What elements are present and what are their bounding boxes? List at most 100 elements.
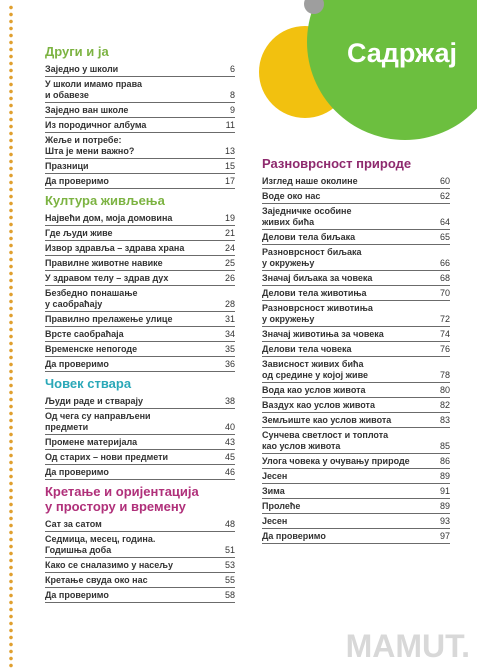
section-title-line: у простору и времену — [45, 499, 186, 514]
entry-text: Највећи дом, моја домовина — [45, 213, 172, 224]
toc-entry: Жеље и потребе: Шта је мени важно? 13 — [45, 133, 235, 159]
section-title: Кретање и оријентација у простору и време… — [45, 484, 235, 514]
section: Разноврсност природе Изглед наше околине 6… — [262, 156, 450, 544]
entry-text: Земљиште као услов живота — [262, 415, 391, 426]
watermark: MAMUT. — [346, 628, 470, 664]
entry-line: Изглед наше околине — [262, 176, 358, 186]
section: Човек ствара Људи раде и стварају 38 Од чег… — [45, 376, 235, 480]
page-number: 19 — [224, 213, 235, 223]
toc-entry: У здравом телу – здрав дух 26 — [45, 271, 235, 286]
page-number: 82 — [439, 400, 450, 410]
entry-line: живих бића — [262, 217, 315, 227]
page-number: 28 — [224, 299, 235, 309]
entry-line: У здравом телу – здрав дух — [45, 273, 169, 283]
entry-text: Ваздух као услов живота — [262, 400, 375, 411]
section: Кретање и оријентација у простору и време… — [45, 484, 235, 603]
entry-text: Правилне животне навике — [45, 258, 163, 269]
entry-line: Значај биљака за човека — [262, 273, 373, 283]
page-number: 31 — [224, 314, 235, 324]
entry-line: Правилно прелажење улице — [45, 314, 173, 324]
entry-line: Заједно у школи — [45, 64, 119, 74]
entry-text: Разноврсност биљака у окружењу — [262, 247, 362, 269]
entry-line: Разноврсност животиња — [262, 303, 373, 313]
entry-line: Пролеће — [262, 501, 301, 511]
entry-line: Разноврсност биљака — [262, 247, 362, 257]
entry-text: Улога човека у очувању природе — [262, 456, 410, 467]
page-number: 11 — [225, 120, 235, 130]
entry-line: Заједно ван школе — [45, 105, 129, 115]
entry-text: Промене материјала — [45, 437, 137, 448]
toc-entry: Из породичног албума 11 — [45, 118, 235, 133]
page-number: 46 — [224, 467, 235, 477]
entry-text: Делови тела човека — [262, 344, 351, 355]
entry-text: Зима — [262, 486, 285, 497]
toc-entry: Како се сналазимо у насељу 53 — [45, 558, 235, 573]
toc-entry: Зима 91 — [262, 484, 450, 499]
entry-line: у окружењу — [262, 314, 315, 324]
entry-text: Празници — [45, 161, 89, 172]
entry-text: Да проверимо — [45, 359, 109, 370]
entry-line: од средине у којој живе — [262, 370, 369, 380]
page-number: 80 — [439, 385, 450, 395]
entry-line: као услов живота — [262, 441, 341, 451]
entry-text: Да проверимо — [45, 590, 109, 601]
page-number: 68 — [439, 273, 450, 283]
toc-entry: Разноврсност биљака у окружењу 66 — [262, 245, 450, 271]
toc-entry: Ваздух као услов живота 82 — [262, 398, 450, 413]
entry-line: Сат за сатом — [45, 519, 102, 529]
entry-line: Воде око нас — [262, 191, 321, 201]
entry-line: Да проверимо — [45, 590, 109, 600]
entry-text: Људи раде и стварају — [45, 396, 143, 407]
page-number: 51 — [224, 545, 235, 555]
entry-line: Да проверимо — [45, 176, 109, 186]
page-number: 26 — [224, 273, 235, 283]
page-number: 70 — [439, 288, 450, 298]
entry-text: Жеље и потребе: Шта је мени важно? — [45, 135, 134, 157]
toc-entry: Сунчева светлост и топлота као услов живо… — [262, 428, 450, 454]
entry-text: Значај животиња за човека — [262, 329, 384, 340]
page-title: Садржај — [347, 38, 457, 68]
section-title-line: Други и ја — [45, 44, 109, 59]
entry-text: Да проверимо — [45, 467, 109, 478]
entry-line: Јесен — [262, 516, 288, 526]
toc-entry: Да проверимо 17 — [45, 174, 235, 189]
entry-line: Делови тела човека — [262, 344, 352, 354]
page-number: 65 — [439, 232, 450, 242]
toc-entry: Промене материјала 43 — [45, 435, 235, 450]
entry-text: Делови тела биљака — [262, 232, 355, 243]
page-number: 17 — [224, 176, 235, 186]
entry-text: Јесен — [262, 516, 287, 527]
entry-line: Где људи живе — [45, 228, 113, 238]
section-title: Култура живљења — [45, 193, 235, 208]
page-number: 66 — [439, 258, 450, 268]
entry-line: Шта је мени важно? — [45, 146, 135, 156]
entry-line: Улога човека у очувању природе — [262, 456, 410, 466]
page-number: 25 — [224, 258, 235, 268]
entry-line: Временске непогоде — [45, 344, 138, 354]
toc-entry: Јесен 93 — [262, 514, 450, 529]
toc-entry: Воде око нас 62 — [262, 189, 450, 204]
toc-entry: Јесен 89 — [262, 469, 450, 484]
entry-line: Кретање свуда око нас — [45, 575, 148, 585]
entry-text: Значај биљака за човека — [262, 273, 372, 284]
entry-line: Јесен — [262, 471, 288, 481]
entry-text: Заједно у школи — [45, 64, 118, 75]
page-number: 64 — [439, 217, 450, 227]
page-number: 55 — [224, 575, 235, 585]
entry-line: Да проверимо — [45, 467, 109, 477]
entry-line: Земљиште као услов живота — [262, 415, 392, 425]
entry-line: Највећи дом, моја домовина — [45, 213, 173, 223]
entry-text: Седмица, месец, година. Годишња доба — [45, 534, 155, 556]
entry-text: Из породичног албума — [45, 120, 146, 131]
entry-line: у окружењу — [262, 258, 315, 268]
toc-entry: Да проверимо 36 — [45, 357, 235, 372]
toc-entry: Врсте саобраћаја 34 — [45, 327, 235, 342]
entry-text: Вода као услов живота — [262, 385, 366, 396]
entry-line: у саобраћају — [45, 299, 103, 309]
entry-text: Пролеће — [262, 501, 300, 512]
entry-line: Зима — [262, 486, 285, 496]
section: Култура живљења Највећи дом, моја домовин… — [45, 193, 235, 372]
toc-entry: Седмица, месец, година. Годишња доба 51 — [45, 532, 235, 558]
toc-entry: Извор здравља – здрава храна 24 — [45, 241, 235, 256]
